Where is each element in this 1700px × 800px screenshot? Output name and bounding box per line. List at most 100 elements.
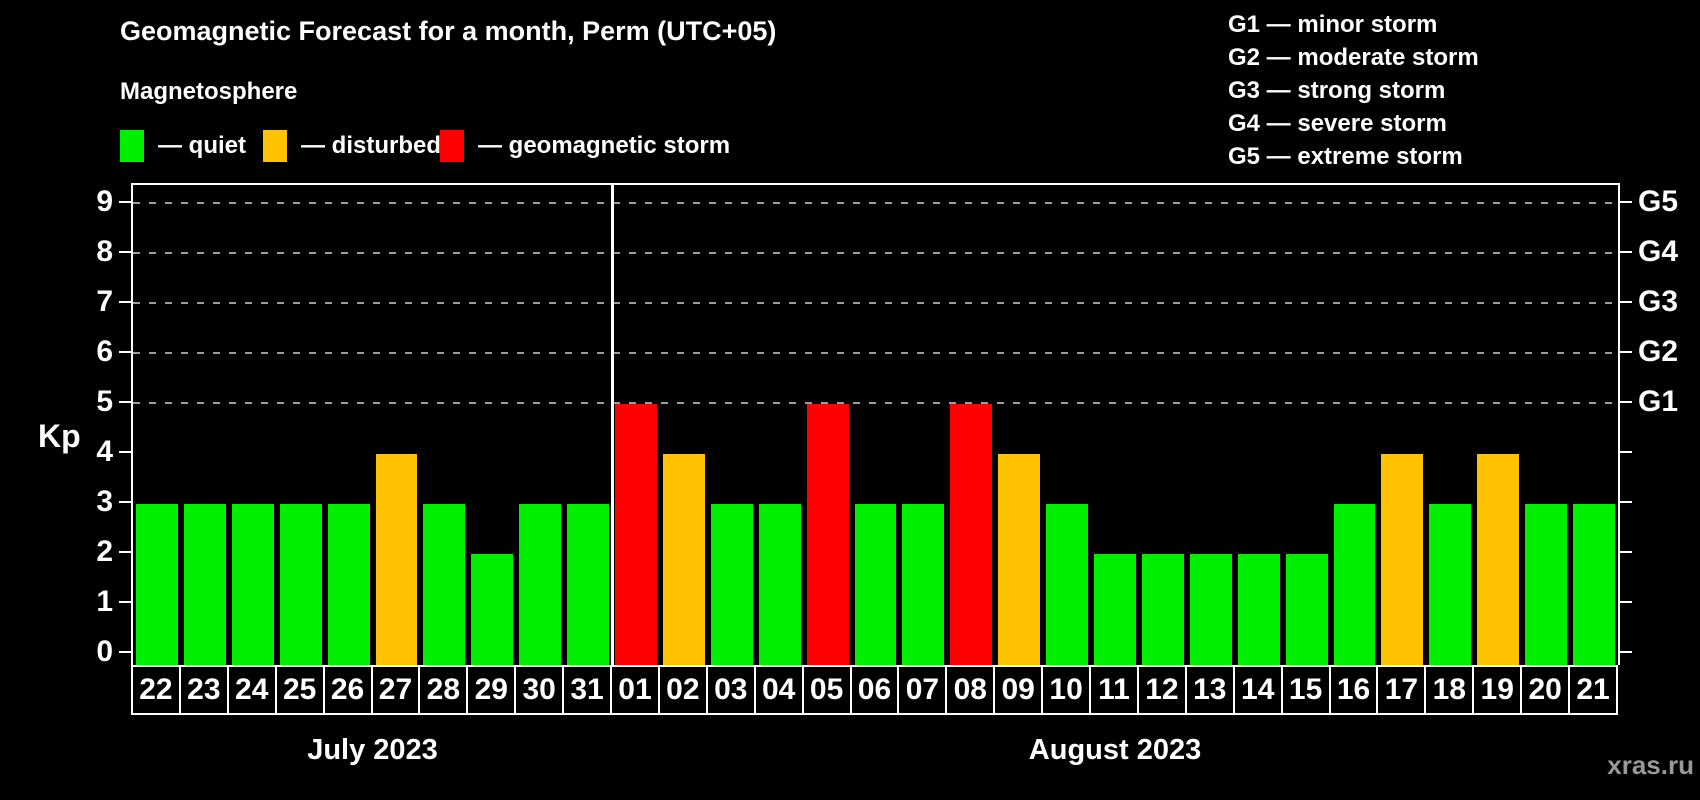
g-scale-legend: G1 — minor storm G2 — moderate storm G3 — … — [1228, 8, 1479, 173]
day-label-14: 14 — [1232, 665, 1283, 715]
kp-bar-13 — [1189, 554, 1232, 665]
g-legend-line: G1 — minor storm — [1228, 11, 1438, 38]
kp-bar-26 — [327, 504, 370, 665]
kp-bar-17 — [1381, 454, 1424, 665]
day-label-15: 15 — [1280, 665, 1331, 715]
legend-item-quiet: — quiet — [120, 128, 246, 164]
day-label-02: 02 — [657, 665, 708, 715]
day-label-10: 10 — [1041, 665, 1092, 715]
gridline-kp6 — [133, 352, 1618, 354]
kp-bar-04 — [758, 504, 801, 665]
quiet-swatch-icon — [120, 130, 144, 162]
y-axis-label: Kp — [38, 418, 81, 454]
kp-bar-21 — [1573, 504, 1615, 665]
gtick-label-G1: G1 — [1638, 385, 1679, 418]
day-label-16: 16 — [1328, 665, 1379, 715]
kp-bar-31 — [567, 504, 610, 665]
left-tick-kp9 — [119, 201, 131, 203]
ytick-label-4: 4 — [96, 435, 113, 468]
ytick-label-2: 2 — [96, 535, 113, 568]
kp-bar-08 — [950, 404, 993, 665]
legend-item-storm: — geomagnetic storm — [440, 128, 730, 164]
month-label: August 2023 — [1028, 734, 1202, 766]
day-label-13: 13 — [1184, 665, 1235, 715]
g-legend-line: G2 — moderate storm — [1228, 44, 1479, 71]
day-axis: 22 23 24 25 26 27 28 29 30 31 01 02 03 04 05 06 07 08 09 10… — [131, 665, 1620, 715]
gtick-label-G4: G4 — [1638, 235, 1679, 268]
kp-bar-19 — [1477, 454, 1520, 665]
chart-title: Geomagnetic Forecast for a month, Perm (… — [120, 16, 777, 46]
right-tick-kp9 — [1620, 201, 1632, 203]
ytick-label-7: 7 — [96, 285, 113, 318]
day-label-04: 04 — [753, 665, 804, 715]
day-label-17: 17 — [1376, 665, 1427, 715]
day-label-27: 27 — [370, 665, 421, 715]
day-label-21: 21 — [1568, 665, 1618, 715]
kp-bar-14 — [1237, 554, 1280, 665]
kp-bar-22 — [136, 504, 178, 665]
disturbed-swatch-icon — [263, 130, 287, 162]
day-label-30: 30 — [514, 665, 565, 715]
ytick-label-0: 0 — [96, 635, 113, 668]
kp-bar-20 — [1525, 504, 1568, 665]
day-label-31: 31 — [562, 665, 613, 715]
left-tick-kp6 — [119, 351, 131, 353]
kp-bar-25 — [279, 504, 322, 665]
left-tick-kp4 — [119, 451, 131, 453]
gridline-kp8 — [133, 252, 1618, 254]
kp-bar-03 — [710, 504, 753, 665]
right-tick-kp2 — [1620, 551, 1632, 553]
kp-bar-28 — [423, 504, 466, 665]
left-tick-kp8 — [119, 251, 131, 253]
right-tick-kp1 — [1620, 601, 1632, 603]
day-label-20: 20 — [1520, 665, 1571, 715]
left-tick-kp1 — [119, 601, 131, 603]
kp-bar-16 — [1333, 504, 1376, 665]
day-label-18: 18 — [1424, 665, 1475, 715]
day-label-07: 07 — [897, 665, 948, 715]
right-tick-kp0 — [1620, 651, 1632, 653]
day-label-23: 23 — [178, 665, 229, 715]
kp-bar-12 — [1141, 554, 1184, 665]
legend-label: — geomagnetic storm — [478, 132, 731, 159]
kp-bar-10 — [1046, 504, 1089, 665]
day-label-09: 09 — [993, 665, 1044, 715]
gridline-kp7 — [133, 302, 1618, 304]
kp-bar-24 — [231, 504, 274, 665]
kp-bar-30 — [519, 504, 562, 665]
kp-bar-27 — [375, 454, 418, 665]
right-tick-kp7 — [1620, 301, 1632, 303]
ytick-label-8: 8 — [96, 235, 113, 268]
plot-area — [131, 183, 1620, 665]
kp-bar-02 — [662, 454, 705, 665]
watermark: xras.ru — [1607, 750, 1694, 780]
left-tick-kp7 — [119, 301, 131, 303]
legend-label: — quiet — [158, 132, 246, 159]
month-separator — [610, 185, 614, 665]
gtick-label-G5: G5 — [1638, 185, 1679, 218]
gridline-kp5 — [133, 402, 1618, 404]
right-tick-kp8 — [1620, 251, 1632, 253]
kp-bar-07 — [902, 504, 945, 665]
day-label-26: 26 — [322, 665, 373, 715]
g-legend-line: G4 — severe storm — [1228, 110, 1447, 137]
left-tick-kp2 — [119, 551, 131, 553]
kp-bar-05 — [806, 404, 849, 665]
day-label-12: 12 — [1136, 665, 1187, 715]
day-label-19: 19 — [1472, 665, 1523, 715]
kp-bar-18 — [1429, 504, 1472, 665]
legend-label: — disturbed — [301, 132, 442, 159]
day-label-06: 06 — [849, 665, 900, 715]
kp-bar-15 — [1285, 554, 1328, 665]
storm-swatch-icon — [440, 130, 464, 162]
magnetosphere-label: Magnetosphere — [120, 78, 298, 105]
g-legend-line: G5 — extreme storm — [1228, 143, 1463, 170]
day-label-28: 28 — [418, 665, 469, 715]
day-label-25: 25 — [274, 665, 325, 715]
g-legend-line: G3 — strong storm — [1228, 77, 1446, 104]
ytick-label-6: 6 — [96, 335, 113, 368]
right-tick-kp4 — [1620, 451, 1632, 453]
ytick-label-9: 9 — [96, 185, 113, 218]
ytick-label-5: 5 — [96, 385, 113, 418]
right-tick-kp3 — [1620, 501, 1632, 503]
